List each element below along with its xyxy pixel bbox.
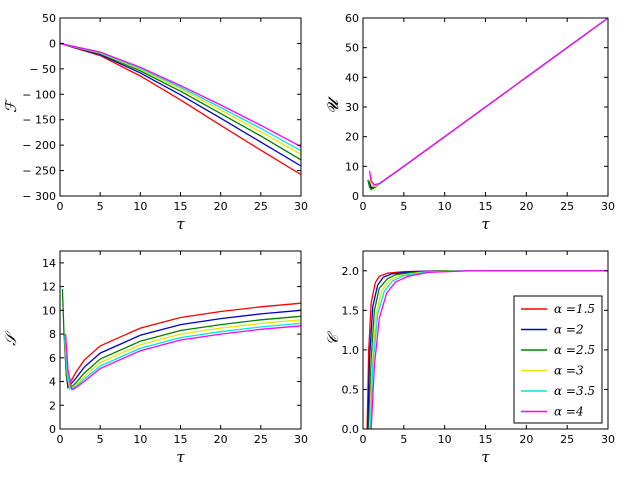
series-line-6 (370, 270, 608, 429)
legend-entry: α =3.5 (554, 384, 595, 398)
series-line-6 (60, 42, 301, 148)
x-tick-label: 15 (174, 433, 188, 446)
x-tick-label: 5 (97, 200, 104, 213)
y-tick-label: 8 (49, 328, 56, 341)
x-tick-label: 30 (601, 433, 615, 446)
x-tick-label: 0 (360, 433, 367, 446)
x-tick-label: 0 (360, 200, 367, 213)
x-tick-label: 25 (254, 433, 268, 446)
y-tick-label: 0 (49, 37, 56, 50)
x-tick-label: 25 (560, 200, 574, 213)
x-tick-label: 10 (133, 200, 147, 213)
x-tick-label: 25 (254, 200, 268, 213)
series-line-1 (60, 42, 301, 176)
series-line-6 (368, 18, 608, 186)
y-tick-label: 40 (345, 71, 359, 84)
x-tick-label: 5 (400, 433, 407, 446)
y-tick-label: − 100 (22, 88, 56, 101)
x-tick-label: 20 (214, 433, 228, 446)
x-tick-label: 25 (560, 433, 574, 446)
x-tick-label: 20 (519, 200, 533, 213)
x-tick-label: 20 (214, 200, 228, 213)
series-line-5 (64, 322, 301, 390)
x-tick-label: 5 (400, 200, 407, 213)
y-tick-label: − 150 (22, 114, 56, 127)
series-line-2 (60, 42, 301, 167)
y-tick-label: 50 (345, 42, 359, 55)
x-tick-label: 10 (438, 200, 452, 213)
y-tick-label: 6 (49, 352, 56, 365)
series-line-4 (64, 319, 301, 390)
legend-entry: α =2.5 (554, 343, 595, 357)
y-tick-label: 0.5 (342, 383, 360, 396)
y-tick-label: − 50 (29, 63, 56, 76)
x-tick-label: 30 (294, 433, 308, 446)
x-axis-label: τ (481, 215, 490, 233)
x-axis-label: τ (176, 448, 185, 466)
y-tick-label: − 250 (22, 165, 56, 178)
x-tick-label: 0 (57, 200, 64, 213)
y-tick-label: 60 (345, 12, 359, 25)
series-line-2 (64, 309, 301, 390)
y-axis-label: 𝒞 (324, 330, 342, 345)
y-tick-label: 50 (42, 12, 56, 25)
series-line-6 (64, 325, 301, 391)
y-tick-label: 4 (49, 376, 56, 389)
y-tick-label: 2.0 (342, 265, 360, 278)
series-line-1 (64, 302, 301, 389)
y-tick-label: 0 (352, 190, 359, 203)
y-tick-label: 1.0 (342, 344, 360, 357)
x-tick-label: 5 (97, 433, 104, 446)
y-tick-label: 0 (49, 423, 56, 436)
legend-box (513, 295, 603, 424)
legend: α =1.5 α =2 α =2.5 α =3 α =3.5 α =4 (513, 295, 603, 424)
x-tick-label: 20 (519, 433, 533, 446)
x-axis-label: τ (481, 448, 490, 466)
x-tick-label: 15 (479, 433, 493, 446)
y-axis-label: 𝒮 (2, 330, 20, 346)
x-tick-label: 15 (174, 200, 188, 213)
series-line-3 (60, 42, 301, 161)
x-tick-label: 30 (601, 200, 615, 213)
x-axis-label: τ (176, 215, 185, 233)
y-tick-label: 12 (42, 281, 56, 294)
y-tick-label: 20 (345, 131, 359, 144)
y-tick-label: − 200 (22, 139, 56, 152)
y-axis-label: ℱ (2, 98, 20, 113)
x-tick-label: 15 (479, 200, 493, 213)
x-tick-label: 30 (294, 200, 308, 213)
y-tick-label: 10 (345, 160, 359, 173)
y-tick-label: 1.5 (342, 304, 360, 317)
legend-entry: α =2 (554, 323, 584, 337)
y-tick-label: 0.0 (342, 423, 360, 436)
y-tick-label: 30 (345, 101, 359, 114)
legend-entry: α =4 (554, 405, 584, 419)
plot-frame (59, 17, 302, 197)
panel-4: 0 5 10 15 20 25 30 0.0 0.5 1.0 1.5 2.0 τ 𝒞 (324, 250, 615, 466)
y-tick-label: 10 (42, 304, 56, 317)
y-axis-label: 𝓤 (324, 96, 342, 114)
panel-1: 0 5 10 15 20 25 30 − 300 − 250 − 200 − 150 − 100 − 5… (2, 12, 308, 233)
panel-2: 0 5 10 15 20 25 30 0 10 20 30 40 50 60 τ 𝓤 (324, 12, 615, 233)
x-tick-label: 10 (133, 433, 147, 446)
legend-entry: α =3 (554, 364, 584, 378)
y-tick-label: 2 (49, 399, 56, 412)
legend-entry: α =1.5 (554, 302, 595, 316)
x-tick-label: 0 (57, 433, 64, 446)
panel-3: 0 5 10 15 20 25 30 0 2 4 6 8 10 12 14 τ 𝒮 (2, 250, 308, 466)
series-line-3 (61, 288, 301, 390)
y-tick-label: − 300 (22, 190, 56, 203)
x-tick-label: 10 (438, 433, 452, 446)
y-tick-label: 14 (42, 257, 56, 270)
